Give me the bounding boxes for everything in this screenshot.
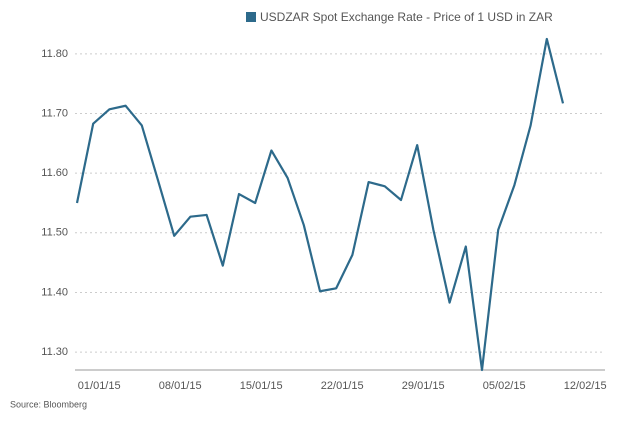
legend-swatch [246,12,256,22]
x-tick-label: 01/01/15 [78,380,121,392]
y-tick-label: 11.80 [41,48,68,60]
x-tick-label: 12/02/15 [564,380,607,392]
source: Source: Bloomberg [10,399,87,409]
x-tick-label: 29/01/15 [402,380,445,392]
y-tick-label: 11.60 [41,167,68,179]
x-tick-label: 15/01/15 [240,380,283,392]
y-tick-label: 11.40 [41,286,68,298]
x-tick-label: 08/01/15 [159,380,202,392]
line [75,37,565,372]
y-tick-label: 11.30 [41,346,68,358]
legend-label: USDZAR Spot Exchange Rate - Price of 1 U… [260,10,553,24]
x-tick-label: 05/02/15 [483,380,526,392]
x-tick-label: 22/01/15 [321,380,364,392]
y-tick-label: 11.50 [41,227,68,239]
y-tick-label: 11.70 [41,107,68,119]
